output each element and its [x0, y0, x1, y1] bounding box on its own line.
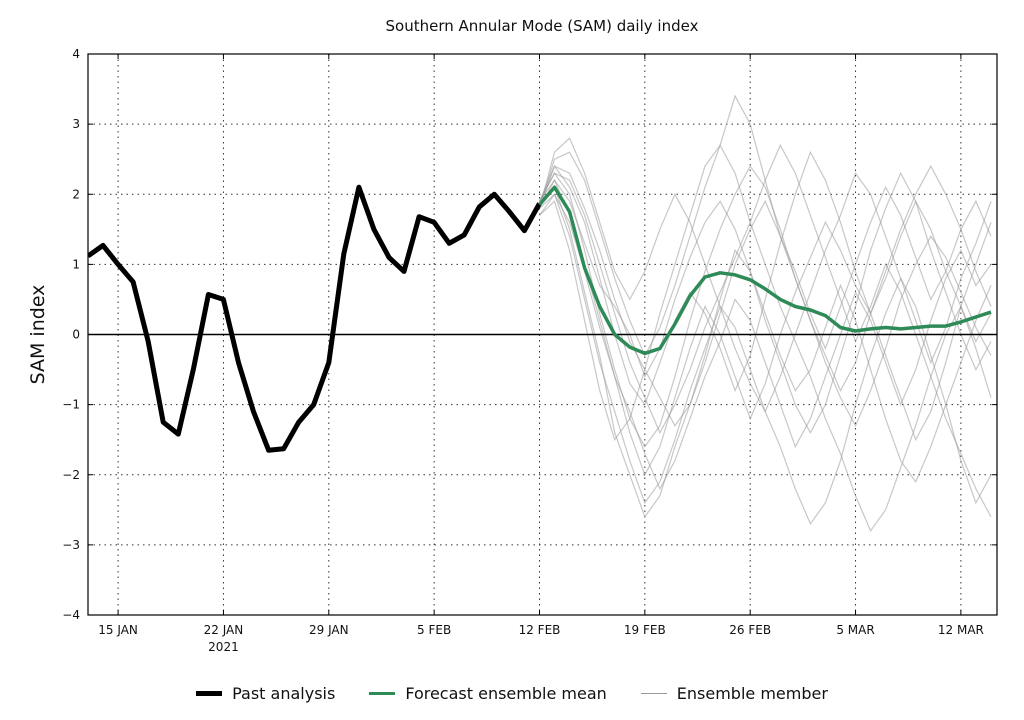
- y-tick-label: −2: [62, 468, 80, 482]
- ensemble-member-line: [538, 164, 992, 427]
- y-tick-label: −4: [62, 608, 80, 622]
- legend-label-member: Ensemble member: [676, 684, 828, 703]
- x-tick-label: 22 JAN: [204, 623, 244, 637]
- x-tick-label: 15 JAN: [98, 623, 138, 637]
- legend-item-member: Ensemble member: [640, 684, 828, 703]
- legend-item-mean: Forecast ensemble mean: [369, 684, 607, 703]
- legend-swatch-mean: [369, 692, 396, 695]
- y-axis-label: SAM index: [27, 285, 49, 385]
- y-tick-label: −3: [62, 538, 80, 552]
- plot-frame: [87, 53, 998, 616]
- legend-label-past: Past analysis: [232, 684, 336, 703]
- ensemble-member-line: [539, 144, 992, 533]
- y-tick-label: 4: [72, 47, 80, 61]
- x-tick-label: 29 JAN: [309, 623, 349, 637]
- past-analysis-line: [88, 184, 542, 453]
- ensemble-member-line: [538, 137, 992, 413]
- ensemble-mean-line: [538, 185, 992, 356]
- chart-title: Southern Annular Mode (SAM) daily index: [385, 17, 699, 35]
- y-tick-label: 1: [72, 257, 80, 271]
- x-tick-label: 12 MAR: [938, 623, 984, 637]
- y-tick-label: 3: [72, 117, 80, 131]
- ensemble-member-line: [538, 178, 992, 491]
- ensemble-member-line: [538, 165, 992, 448]
- plot-area: [88, 94, 997, 533]
- legend-swatch-past: [196, 691, 223, 696]
- y-tick-label: 0: [72, 328, 80, 342]
- legend: Past analysis Forecast ensemble mean Ens…: [0, 684, 1024, 703]
- legend-swatch-member: [640, 693, 667, 694]
- y-tick-label: −1: [62, 398, 80, 412]
- x-tick-sublabel: 2021: [208, 640, 239, 654]
- legend-item-past: Past analysis: [196, 684, 335, 703]
- x-tick-label: 26 FEB: [729, 623, 771, 637]
- ensemble-member-line: [539, 186, 992, 519]
- legend-label-mean: Forecast ensemble mean: [405, 684, 607, 703]
- x-tick-label: 5 MAR: [836, 623, 874, 637]
- x-tick-label: 19 FEB: [624, 623, 666, 637]
- y-tick-label: 2: [72, 187, 80, 201]
- x-tick-label: 12 FEB: [519, 623, 561, 637]
- x-tick-label: 5 FEB: [417, 623, 451, 637]
